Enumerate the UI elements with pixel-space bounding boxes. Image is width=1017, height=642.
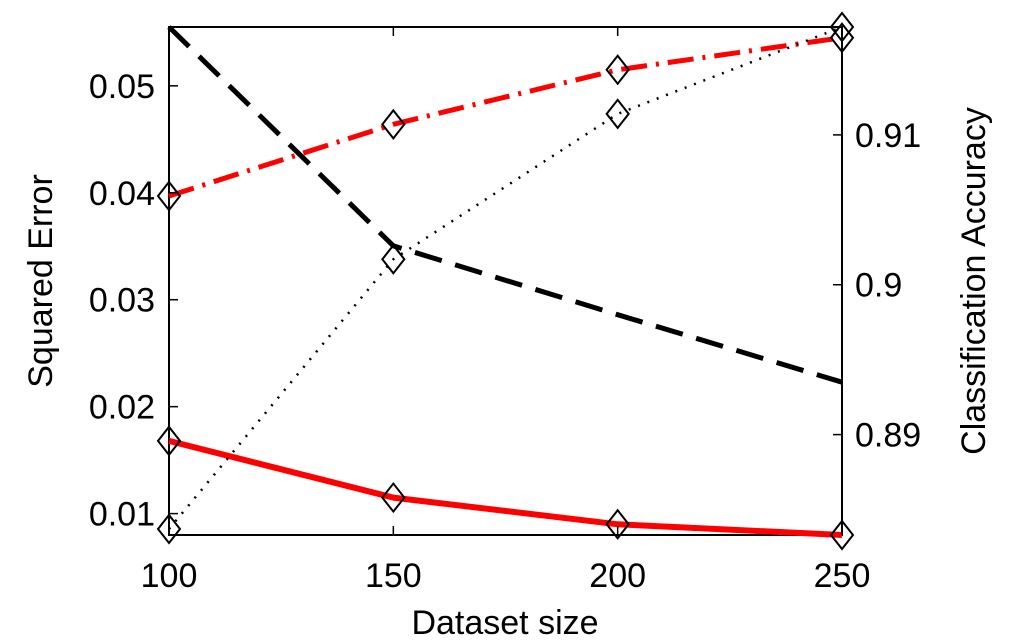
series-layer: [167, 25, 843, 538]
y-right-tick-label: 0.9: [855, 267, 902, 305]
x-tick-label: 200: [589, 557, 646, 595]
x-tick-label: 250: [814, 557, 871, 595]
diamond-marker-series-1: [605, 508, 630, 540]
diamond-marker-series-1: [381, 481, 406, 514]
series-line-1: [168, 437, 843, 538]
y-left-tick-label: 0.03: [89, 282, 155, 320]
y-right-tick-label: 0.89: [855, 417, 921, 455]
diamond-marker-series-2: [156, 180, 182, 212]
x-tick-label: 150: [365, 557, 422, 595]
diamond-marker-series-2: [381, 108, 406, 140]
y-left-tick-label: 0.05: [89, 68, 155, 106]
diamond-marker-series-4: [381, 243, 406, 275]
y-left-tick-label: 0.02: [89, 389, 155, 427]
diamond-marker-series-4: [829, 11, 855, 43]
y-left-tick-label: 0.04: [89, 175, 155, 213]
y-right-tick-label: 0.91: [855, 117, 921, 155]
y-axis-label-left: Squared Error: [22, 174, 60, 388]
diamond-marker-series-2: [605, 54, 630, 86]
marker-layer: [156, 11, 855, 551]
diamond-marker-series-1: [829, 519, 855, 551]
tick-layer: 100 150 200 250 0.01 0.02 0.03 0.04 0.05 0.89 0.9 0…: [89, 27, 921, 595]
series-line-2: [168, 35, 843, 199]
diamond-marker-series-1: [156, 425, 182, 457]
diamond-marker-series-4: [605, 98, 630, 130]
y-left-tick-label: 0.01: [89, 496, 155, 534]
x-tick-label: 100: [141, 557, 198, 595]
series-line-3: [167, 25, 843, 385]
diamond-marker-series-4: [156, 513, 182, 545]
y-axis-label-right: Classification Accuracy: [955, 107, 993, 455]
x-axis-label: Dataset size: [411, 604, 598, 642]
